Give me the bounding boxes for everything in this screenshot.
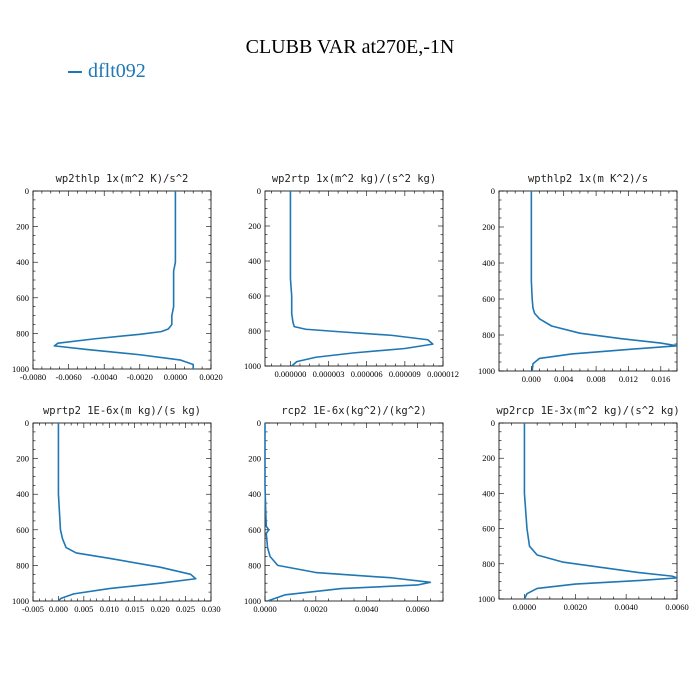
x-tick-label: 0.0040 — [355, 604, 378, 614]
x-tick-label: 0.016 — [651, 374, 670, 384]
x-tick-label: 0.000003 — [313, 369, 345, 379]
panel-title: wp2rtp 1x(m^2 kg)/(s^2 kg) — [272, 173, 436, 185]
figure-title: CLUBB VAR at270E,-1N — [245, 36, 455, 58]
y-tick-label: 600 — [16, 525, 29, 535]
x-tick-label: 0.004 — [554, 374, 574, 384]
series-line-dflt092 — [264, 423, 432, 602]
legend-label: dflt092 — [88, 60, 146, 82]
y-tick-label: 800 — [482, 559, 495, 569]
y-tick-label: 1000 — [478, 366, 495, 376]
y-tick-label: 0 — [257, 186, 261, 196]
y-tick-label: 1000 — [478, 594, 495, 604]
y-tick-label: 800 — [482, 330, 495, 340]
y-tick-label: 1000 — [12, 596, 29, 606]
series-line-dflt092 — [289, 191, 434, 367]
y-tick-label: 400 — [248, 256, 261, 266]
series-line-dflt092 — [53, 191, 194, 369]
x-tick-label: 0.0000 — [513, 602, 536, 612]
y-tick-label: 600 — [248, 291, 261, 301]
y-tick-label: 1000 — [12, 364, 29, 374]
y-tick-label: 400 — [16, 257, 29, 267]
y-tick-label: 400 — [16, 489, 29, 499]
panel-title: wp2rcp 1E-3x(m^2 kg)/(s^2 kg) — [496, 405, 679, 417]
y-tick-label: 400 — [482, 258, 495, 268]
y-tick-label: 0 — [25, 186, 29, 196]
panel-title: wp2thlp 1x(m^2 K)/s^2 — [56, 173, 189, 185]
x-tick-label: 0.008 — [587, 374, 606, 384]
x-tick-label: -0.0020 — [127, 372, 153, 382]
y-tick-label: 800 — [16, 560, 29, 570]
y-tick-label: 600 — [16, 293, 29, 303]
x-tick-label: 0.000000 — [274, 369, 306, 379]
y-tick-label: 600 — [248, 525, 261, 535]
x-tick-label: 0.0020 — [564, 602, 587, 612]
x-tick-label: 0.000006 — [351, 369, 383, 379]
y-tick-label: 200 — [16, 222, 29, 232]
y-tick-label: 800 — [248, 326, 261, 336]
x-tick-label: 0.005 — [74, 604, 93, 614]
y-tick-label: 200 — [16, 454, 29, 464]
legend-line-swatch — [68, 71, 82, 74]
panel-title: wpthlp2 1x(m K^2)/s — [528, 173, 648, 185]
y-tick-label: 0 — [25, 418, 29, 428]
y-tick-label: 0 — [257, 418, 261, 428]
x-tick-label: -0.0060 — [55, 372, 81, 382]
x-tick-label: 0.015 — [125, 604, 144, 614]
x-tick-label: 0.0040 — [614, 602, 637, 612]
x-tick-label: 0.0020 — [304, 604, 327, 614]
y-tick-label: 1000 — [244, 361, 261, 371]
plot-frame — [264, 190, 444, 367]
x-tick-label: -0.005 — [22, 604, 44, 614]
x-tick-label: 0.000009 — [389, 369, 421, 379]
panel-title: rcp2 1E-6x(kg^2)/(kg^2) — [281, 405, 426, 417]
x-tick-label: -0.0080 — [20, 372, 46, 382]
y-tick-label: 1000 — [244, 596, 261, 606]
x-tick-label: 0.0060 — [406, 604, 429, 614]
plot-frame — [264, 422, 444, 602]
y-tick-label: 600 — [482, 294, 495, 304]
x-tick-label: 0.030 — [201, 604, 220, 614]
y-tick-label: 800 — [16, 328, 29, 338]
x-tick-label: 0.0020 — [199, 372, 222, 382]
chart-panel-5: rcp2 1E-6x(kg^2)/(kg^2) 0 200 400 600 800 1000… — [244, 405, 444, 614]
series-line-dflt092 — [523, 423, 678, 600]
x-tick-label: 0.020 — [151, 604, 170, 614]
x-tick-label: 0.000 — [522, 374, 541, 384]
series-line-dflt092 — [57, 423, 197, 602]
x-tick-label: -0.0040 — [91, 372, 117, 382]
y-tick-label: 200 — [248, 221, 261, 231]
x-tick-label: 0.0000 — [164, 372, 187, 382]
chart-panel-6: wp2rcp 1E-3x(m^2 kg)/(s^2 kg)0 200 400 600 8… — [478, 405, 689, 612]
y-tick-label: 800 — [248, 560, 261, 570]
y-tick-label: 0 — [491, 186, 495, 196]
x-tick-label: 0.025 — [176, 604, 195, 614]
y-tick-label: 200 — [482, 453, 495, 463]
x-tick-label: 0.0060 — [665, 602, 688, 612]
chart-panel-3: wpthlp2 1x(m K^2)/s 0 200 400 600 800 1000 0.00… — [478, 173, 678, 384]
x-tick-label: 0.0000 — [253, 604, 276, 614]
chart-panel-2: wp2rtp 1x(m^2 kg)/(s^2 kg) 0 200 400 600 800 1… — [244, 173, 459, 379]
series-line-dflt092 — [530, 191, 678, 372]
x-tick-label: 0.000012 — [427, 369, 459, 379]
panel-title: wprtp2 1E-6x(m kg)/(s kg) — [43, 405, 201, 417]
x-tick-label: 0.012 — [619, 374, 638, 384]
y-tick-label: 0 — [491, 418, 495, 428]
x-tick-label: 0.000 — [49, 604, 68, 614]
x-tick-label: 0.010 — [100, 604, 119, 614]
y-tick-label: 400 — [482, 488, 495, 498]
chart-panel-1: wp2thlp 1x(m^2 K)/s^202004006008001000-0… — [12, 173, 223, 382]
y-tick-label: 400 — [248, 489, 261, 499]
chart-panel-4: wprtp2 1E-6x(m kg)/(s kg) 0 200 400 600 800 10… — [12, 405, 221, 614]
legend: dflt092 — [68, 60, 146, 83]
y-tick-label: 200 — [482, 222, 495, 232]
plot-frame — [498, 190, 678, 372]
y-tick-label: 200 — [248, 454, 261, 464]
y-tick-label: 600 — [482, 524, 495, 534]
